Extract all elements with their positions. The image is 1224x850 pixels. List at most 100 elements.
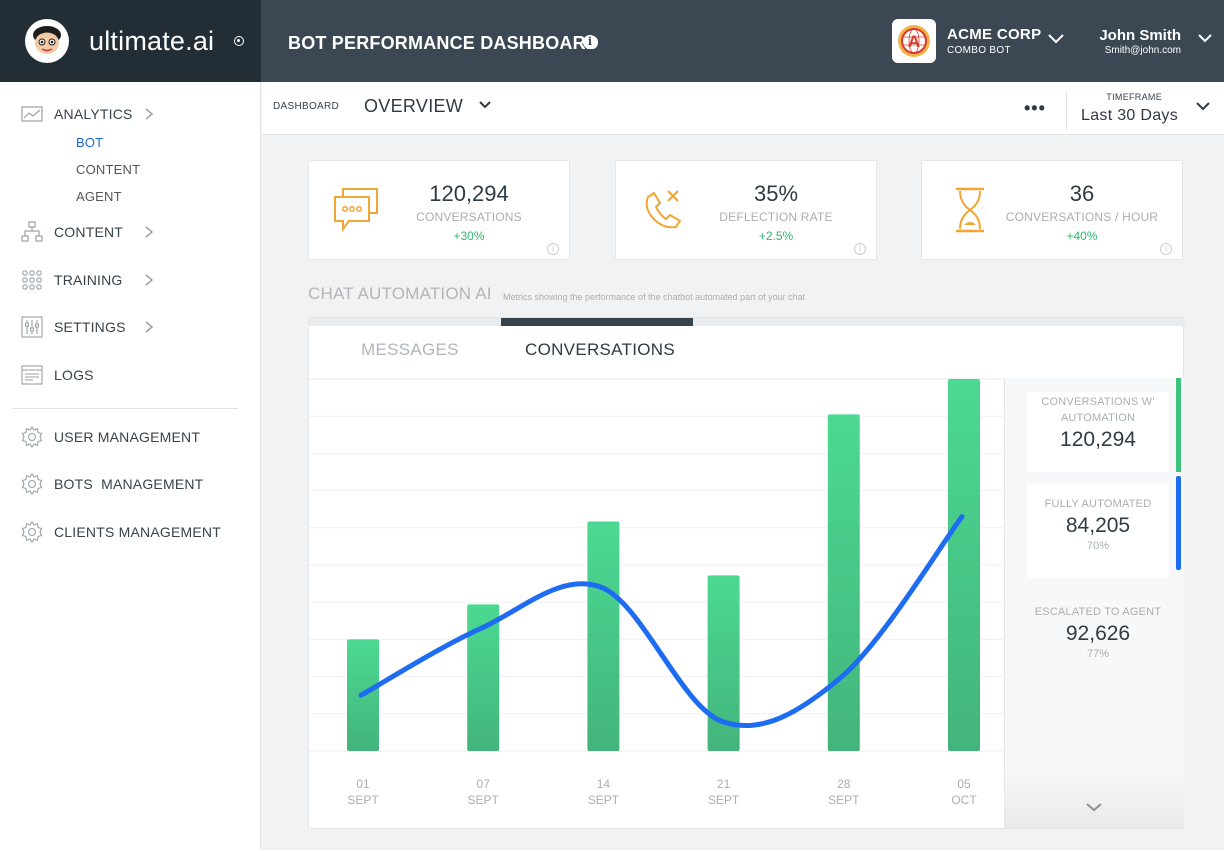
- company-subtitle: COMBO BOT: [947, 45, 1011, 56]
- stat-fully-automated: FULLY AUTOMATED 84,205 70%: [1027, 484, 1169, 578]
- company-logo-letter: A: [908, 32, 920, 51]
- sidebar-item-label: USER MANAGEMENT: [54, 429, 201, 445]
- info-icon[interactable]: i: [1160, 243, 1172, 255]
- chart-series-line[interactable]: [358, 514, 965, 728]
- chevron-right-icon[interactable]: [144, 225, 154, 239]
- gear-icon: [20, 472, 44, 496]
- active-tab-indicator: [501, 318, 693, 326]
- chevron-right-icon[interactable]: [144, 107, 154, 121]
- tab-track: [309, 318, 1185, 326]
- sidebar-subitem-content[interactable]: CONTENT: [76, 162, 141, 177]
- x-tick-label: 07: [477, 777, 491, 791]
- kpi-value: 35%: [753, 181, 799, 206]
- x-tick-label: 21: [717, 777, 731, 791]
- brand-name: ultimate.ai: [89, 25, 215, 56]
- sidebar-subitem-agent[interactable]: AGENT: [76, 189, 122, 204]
- chart-bar[interactable]: [707, 575, 740, 751]
- subheader-divider: [1066, 92, 1067, 130]
- sidebar-item-label: ANALYTICS: [54, 106, 133, 122]
- brand-logo[interactable]: [25, 19, 69, 63]
- sitemap-icon: [20, 220, 44, 244]
- chart-bar[interactable]: [827, 414, 860, 751]
- gear-icon: [20, 520, 44, 544]
- tab-conversations[interactable]: CONVERSATIONS: [525, 340, 675, 359]
- user-email: Smith@john.com: [1104, 45, 1181, 56]
- x-tick-label: 14: [597, 777, 611, 791]
- sidebar-item-label: SETTINGS: [54, 319, 126, 335]
- info-icon[interactable]: i: [583, 35, 597, 49]
- kpi-card-conversations-per-hour: 36 CONVERSATIONS / HOUR +40% i: [921, 160, 1183, 260]
- sidebar-item-logs[interactable]: LOGS: [20, 361, 240, 389]
- kpi-label: DEFLECTION RATE: [719, 210, 833, 224]
- hourglass-icon: [946, 187, 994, 238]
- stats-footer: [1005, 769, 1184, 829]
- kpi-change: +40%: [1066, 229, 1098, 243]
- info-icon[interactable]: i: [854, 243, 866, 255]
- chevron-right-icon[interactable]: [144, 320, 154, 334]
- x-tick-label: SEPT: [347, 793, 379, 807]
- section-title: CHAT AUTOMATION AI: [308, 284, 492, 303]
- chevron-down-icon[interactable]: [478, 99, 492, 111]
- stat-bar-fully-automated: [1176, 476, 1181, 570]
- sidebar-item-label: LOGS: [54, 367, 94, 383]
- sidebar-item-settings[interactable]: SETTINGS: [20, 313, 240, 341]
- kpi-card-conversations: 120,294 CONVERSATIONS +30% i: [308, 160, 570, 260]
- sidebar-item-label: CLIENTS MANAGEMENT: [54, 524, 221, 540]
- sidebar-item-training[interactable]: TRAINING: [20, 266, 240, 294]
- x-tick-label: 01: [356, 777, 370, 791]
- stat-label: ESCALATED TO AGENT: [1034, 606, 1162, 618]
- sidebar: ANALYTICS BOT CONTENT AGENT CONTENT TRAI…: [0, 82, 261, 850]
- info-icon[interactable]: i: [547, 243, 559, 255]
- sidebar-item-content[interactable]: CONTENT: [20, 218, 240, 246]
- sidebar-subitem-bot[interactable]: BOT: [76, 135, 104, 150]
- company-name[interactable]: ACME CORP: [947, 26, 1042, 43]
- company-logo[interactable]: A: [892, 19, 936, 63]
- sidebar-item-analytics[interactable]: ANALYTICS: [20, 100, 240, 128]
- x-tick-label: OCT: [951, 793, 977, 807]
- chat-bubbles-icon: [333, 187, 381, 238]
- kpi-value: 36: [1069, 181, 1095, 206]
- kpi-card-deflection-rate: 35% DEFLECTION RATE +2.5% i: [615, 160, 877, 260]
- tab-messages[interactable]: MESSAGES: [361, 340, 459, 359]
- chevron-right-icon[interactable]: [144, 273, 154, 287]
- sidebar-item-user-management[interactable]: USER MANAGEMENT: [20, 423, 240, 451]
- more-options-button[interactable]: •••: [1024, 98, 1046, 118]
- brand-area: ultimate.ai: [0, 0, 261, 82]
- chart-bar[interactable]: [467, 604, 500, 751]
- gear-icon: [20, 425, 44, 449]
- section-description: Metrics showing the performance of the c…: [503, 292, 806, 302]
- sidebar-item-bots-management[interactable]: BOTS MANAGEMENT: [20, 470, 240, 498]
- dashboard-label: DASHBOARD: [273, 101, 340, 112]
- timeframe-select[interactable]: Last 30 Days: [1081, 107, 1178, 124]
- user-chevron-down-icon[interactable]: [1197, 32, 1213, 44]
- chevron-down-icon[interactable]: [1195, 100, 1211, 112]
- x-tick-label: 05: [957, 777, 971, 791]
- company-chevron-down-icon[interactable]: [1047, 32, 1065, 44]
- user-name[interactable]: John Smith: [1099, 27, 1181, 44]
- x-tick-label: SEPT: [708, 793, 740, 807]
- top-bar: BOT PERFORMANCE DASHBOARD i A ACME CORP …: [261, 0, 1224, 82]
- subheader: DASHBOARD OVERVIEW ••• TIMEFRAME Last 30…: [262, 82, 1224, 135]
- stat-value: 92,626: [1065, 622, 1131, 645]
- stat-label: CONVERSATIONS W' AUTOMATION: [1041, 396, 1155, 424]
- x-tick-label: SEPT: [588, 793, 620, 807]
- chart-bar[interactable]: [587, 521, 620, 751]
- stat-percent: 70%: [1086, 540, 1110, 552]
- grid-dots-icon: [20, 268, 44, 292]
- stat-value: 120,294: [1060, 428, 1136, 451]
- chevron-down-icon[interactable]: [1085, 801, 1103, 813]
- stat-value: 84,205: [1065, 514, 1131, 537]
- stat-percent: 77%: [1086, 648, 1110, 660]
- x-tick-label: 28: [837, 777, 851, 791]
- dashboard-view-select[interactable]: OVERVIEW: [364, 96, 464, 116]
- page-title: BOT PERFORMANCE DASHBOARD: [288, 33, 599, 53]
- phone-declined-icon: [640, 187, 688, 238]
- chart-bar[interactable]: [948, 379, 980, 751]
- conversations-chart: 01 SEPT 07 SEPT 14 SEPT 21 SEPT 28 SEPT 05 OCT: [309, 379, 1004, 807]
- stat-bar-automation: [1176, 378, 1181, 472]
- sidebar-item-label: CONTENT: [54, 224, 124, 240]
- stat-escalated: ESCALATED TO AGENT 92,626 77%: [1027, 592, 1169, 672]
- stat-label: FULLY AUTOMATED: [1044, 498, 1152, 510]
- sidebar-item-clients-management[interactable]: CLIENTS MANAGEMENT: [20, 518, 240, 546]
- stat-conversations-automation: CONVERSATIONS W' AUTOMATION 120,294: [1027, 392, 1169, 472]
